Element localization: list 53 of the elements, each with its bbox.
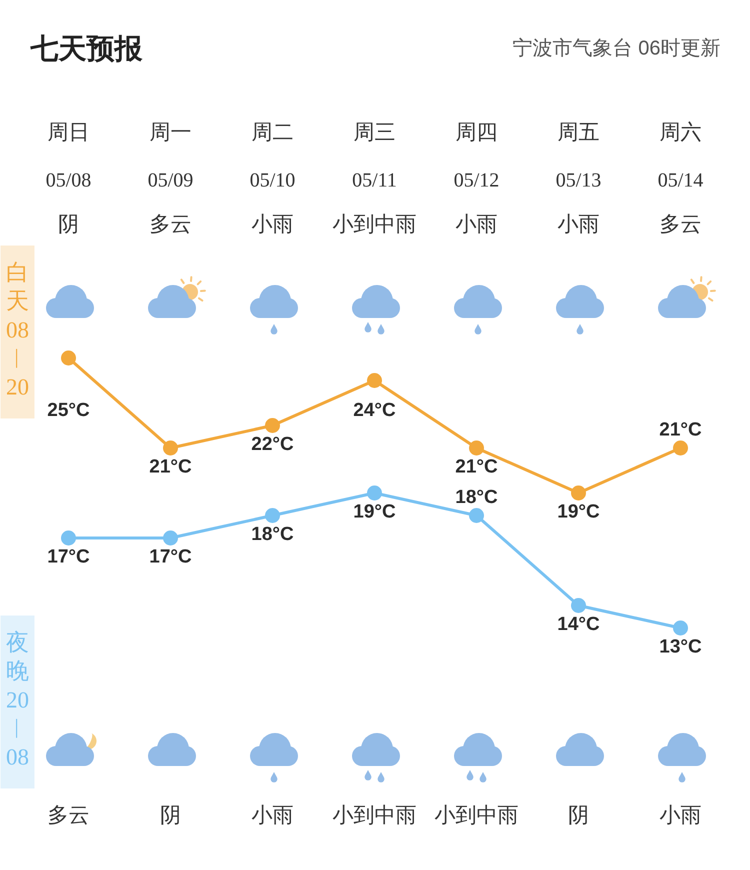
data-label: 17°C xyxy=(149,546,192,568)
point xyxy=(367,486,382,500)
text: 小雨 xyxy=(660,804,702,827)
point xyxy=(469,440,484,456)
chart-title: 七天预报 xyxy=(30,33,144,64)
series-label: 白天08︱20 xyxy=(6,260,29,400)
text: 夜晚20︱08 xyxy=(6,630,29,770)
category-label: 周三 05/11 xyxy=(352,121,397,192)
data-label: 21°C xyxy=(455,456,498,478)
text: 小雨 xyxy=(252,804,294,827)
category-label: 周一 05/09 xyxy=(148,121,194,192)
chart-subtitle: 宁波市气象台 06时更新 xyxy=(512,38,721,60)
point xyxy=(163,440,178,456)
text: 多云 xyxy=(48,804,90,827)
point xyxy=(673,440,688,456)
data-label: 19°C xyxy=(557,502,600,522)
point xyxy=(571,486,586,500)
text: 小到中雨 xyxy=(332,804,416,827)
data-label: 21°C xyxy=(149,456,192,478)
text: 多云 xyxy=(150,213,192,236)
data-label: 21°C xyxy=(659,420,702,440)
data-label: 17°C xyxy=(47,546,90,568)
data-label: 25°C xyxy=(47,400,90,421)
data-label: 22°C xyxy=(251,434,294,455)
text: 小雨 xyxy=(456,213,498,236)
data-label: 24°C xyxy=(353,400,396,421)
point xyxy=(673,620,688,636)
data-label: 14°C xyxy=(557,614,600,635)
category-label: 周六 05/14 xyxy=(658,121,704,192)
data-label: 19°C xyxy=(353,502,396,522)
point xyxy=(61,530,76,546)
text: 多云 xyxy=(660,213,702,236)
text: 小到中雨 xyxy=(332,213,416,236)
point xyxy=(469,508,484,523)
point xyxy=(163,530,178,546)
category-label: 周四 05/12 xyxy=(454,121,500,192)
data-label: 13°C xyxy=(659,636,702,658)
text: 阴 xyxy=(160,804,181,827)
data-label: 18°C xyxy=(455,487,498,508)
text: 小雨 xyxy=(252,213,294,236)
point xyxy=(265,418,280,433)
point xyxy=(571,598,586,613)
category-label: 周五 05/13 xyxy=(556,121,602,192)
point xyxy=(265,508,280,523)
point xyxy=(61,350,76,366)
text: 阴 xyxy=(58,213,79,236)
data-label: 18°C xyxy=(251,524,294,545)
category-label: 周二 05/10 xyxy=(250,121,296,192)
text: 小雨 xyxy=(558,213,600,236)
text: 小到中雨 xyxy=(434,804,518,827)
category-label: 周日 05/08 xyxy=(46,121,92,192)
text: 阴 xyxy=(568,804,589,827)
point xyxy=(367,373,382,388)
